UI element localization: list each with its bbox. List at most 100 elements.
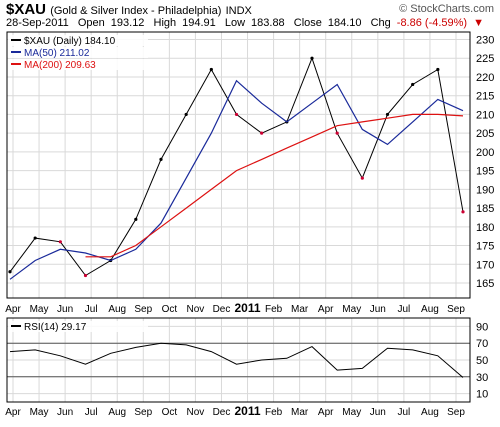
price-point xyxy=(385,112,390,117)
price-point xyxy=(461,210,465,214)
rsi-line xyxy=(9,342,464,378)
rsi-legend: RSI(14) 29.17 xyxy=(8,321,148,333)
x-tick-label: Mar xyxy=(291,407,309,418)
x-tick-label: 2011 xyxy=(235,301,261,315)
x-tick-label: Jul xyxy=(397,304,410,315)
quote-date: 28-Sep-2011 xyxy=(6,17,69,29)
x-tick-label: Sep xyxy=(134,407,152,418)
rsi-panel-frame xyxy=(6,317,471,403)
x-tick-label: May xyxy=(342,407,361,418)
legend-label: MA(50) 211.02 xyxy=(24,48,90,59)
price-x-axis: Apr May Jun Jul Aug Sep Oct Nov Dec 2011 Feb Mar Apr… xyxy=(5,301,465,315)
y-tick-label: 10 xyxy=(476,389,488,401)
exchange: INDX xyxy=(225,5,252,17)
x-tick-label: Jul xyxy=(85,407,98,418)
x-tick-label: Oct xyxy=(162,407,178,418)
quote-high-label: High xyxy=(153,17,177,29)
rsi-y-axis: 10 30 50 70 90 xyxy=(476,321,488,400)
y-tick-label: 210 xyxy=(476,109,494,121)
x-tick-label: Apr xyxy=(5,304,21,315)
x-tick-label: May xyxy=(342,304,361,315)
price-point xyxy=(58,240,62,244)
x-tick-label: Apr xyxy=(5,407,21,418)
quote-open: 193.12 xyxy=(110,17,145,29)
x-tick-label: May xyxy=(30,304,49,315)
price-point xyxy=(260,131,264,135)
quote-chg: -8.86 (-4.59%) xyxy=(396,17,468,29)
quote-low-label: Low xyxy=(224,17,246,29)
price-marks xyxy=(8,56,465,280)
down-arrow-icon: ▼ xyxy=(473,17,484,29)
price-point xyxy=(234,112,239,117)
x-tick-label: Nov xyxy=(187,407,205,418)
y-tick-label: 225 xyxy=(476,53,494,65)
x-tick-label: Jun xyxy=(57,407,73,418)
price-point xyxy=(411,82,415,87)
x-tick-label: Jun xyxy=(370,304,386,315)
x-tick-label: Dec xyxy=(213,304,231,315)
x-tick-label: Oct xyxy=(162,304,178,315)
price-point xyxy=(360,176,364,180)
price-point xyxy=(8,270,12,274)
price-panel-frame xyxy=(6,31,471,299)
price-point xyxy=(310,56,314,60)
price-grid xyxy=(7,32,470,298)
y-tick-label: 50 xyxy=(476,355,488,367)
x-tick-label: Jun xyxy=(57,304,73,315)
y-tick-label: 205 xyxy=(476,128,494,140)
y-tick-label: 185 xyxy=(476,203,494,215)
x-tick-label: Sep xyxy=(134,304,152,315)
legend-bg xyxy=(8,35,148,46)
x-tick-label: Jul xyxy=(85,304,98,315)
x-tick-label: Sep xyxy=(447,407,465,418)
y-tick-label: 190 xyxy=(476,184,494,196)
x-tick-label: Aug xyxy=(108,304,126,315)
rsi-marks xyxy=(9,342,464,378)
y-tick-label: 220 xyxy=(476,72,494,84)
legend-label: $XAU (Daily) 184.10 xyxy=(24,36,116,47)
x-tick-label: Mar xyxy=(291,304,309,315)
series-line-ma-50- xyxy=(9,79,464,280)
series-line--xau xyxy=(9,56,464,277)
price-y-axis: 165 170 175 180 185 190 195 200 205 210 215 220 225 2… xyxy=(476,34,494,290)
price-point xyxy=(33,236,37,240)
legend-bg xyxy=(8,59,148,70)
price-point xyxy=(83,273,88,278)
x-tick-label: Jun xyxy=(370,407,386,418)
x-tick-label: Apr xyxy=(318,304,334,315)
x-tick-label: Jul xyxy=(397,407,410,418)
chart-title: $XAU (Gold & Silver Index - Philadelphia… xyxy=(6,1,252,18)
x-tick-label: Aug xyxy=(421,407,439,418)
x-tick-label: Aug xyxy=(421,304,439,315)
index-name: (Gold & Silver Index - Philadelphia) xyxy=(50,5,222,17)
y-tick-label: 215 xyxy=(476,91,494,103)
x-tick-label: May xyxy=(30,407,49,418)
x-tick-label: Sep xyxy=(447,304,465,315)
y-tick-label: 170 xyxy=(476,259,494,271)
price-point xyxy=(159,157,163,161)
x-tick-label: 2011 xyxy=(235,404,261,418)
price-point xyxy=(134,217,138,221)
quote-bar: 28-Sep-2011 Open 193.12 High 194.91 Low 183… xyxy=(6,17,490,29)
rsi-x-axis: Apr May Jun Jul Aug Sep Oct Nov Dec 2011 Feb Mar Apr… xyxy=(5,404,465,418)
price-point xyxy=(184,112,188,117)
legend-bg xyxy=(8,321,148,332)
quote-close: 184.10 xyxy=(327,17,362,29)
y-tick-label: 230 xyxy=(476,34,494,46)
quote-high: 194.91 xyxy=(182,17,216,29)
y-tick-label: 90 xyxy=(476,321,488,333)
y-tick-label: 30 xyxy=(476,372,488,384)
quote-open-label: Open xyxy=(77,17,105,29)
x-tick-label: Aug xyxy=(108,407,126,418)
x-tick-label: Feb xyxy=(265,304,283,315)
series-line-ma-200- xyxy=(85,113,464,258)
quote-chg-label: Chg xyxy=(370,17,391,29)
x-tick-label: Nov xyxy=(187,304,205,315)
y-tick-label: 165 xyxy=(476,278,494,290)
watermark: © StockCharts.com xyxy=(399,3,494,15)
y-tick-label: 175 xyxy=(476,241,494,253)
price-point xyxy=(436,67,440,72)
quote-close-label: Close xyxy=(293,17,322,29)
